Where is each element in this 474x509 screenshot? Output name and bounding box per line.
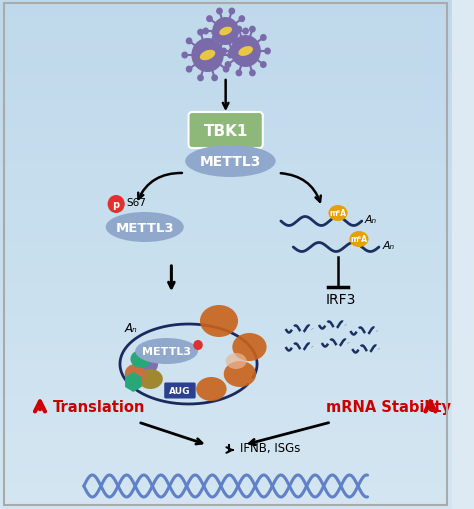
Ellipse shape [212, 18, 239, 46]
Circle shape [198, 76, 203, 81]
Circle shape [223, 67, 229, 73]
Circle shape [228, 53, 233, 59]
Ellipse shape [125, 364, 146, 384]
Circle shape [217, 49, 222, 54]
Text: METTL3: METTL3 [200, 155, 261, 168]
Ellipse shape [328, 206, 347, 221]
Circle shape [186, 67, 192, 73]
Circle shape [212, 31, 217, 36]
Ellipse shape [232, 333, 266, 361]
Ellipse shape [106, 213, 184, 242]
Text: Aₙ: Aₙ [125, 321, 138, 334]
Text: IRF3: IRF3 [326, 293, 356, 306]
Circle shape [229, 49, 235, 54]
Circle shape [207, 41, 212, 47]
Circle shape [261, 36, 266, 41]
FancyBboxPatch shape [164, 383, 196, 399]
Circle shape [182, 53, 187, 59]
Text: Translation: Translation [53, 400, 146, 415]
Text: METTL3: METTL3 [142, 346, 191, 356]
Ellipse shape [130, 350, 151, 369]
Circle shape [265, 49, 270, 54]
Text: IFNB, ISGs: IFNB, ISGs [240, 442, 301, 455]
Text: Aₙ: Aₙ [365, 215, 377, 224]
Circle shape [108, 195, 125, 214]
Text: m⁶A: m⁶A [350, 234, 367, 243]
Ellipse shape [349, 232, 368, 247]
Ellipse shape [133, 353, 158, 375]
Circle shape [193, 341, 203, 350]
Text: mRNA Stability: mRNA Stability [326, 400, 451, 415]
Circle shape [223, 39, 229, 45]
Circle shape [239, 17, 245, 22]
Circle shape [236, 71, 242, 76]
Circle shape [236, 27, 242, 33]
Circle shape [225, 63, 230, 68]
Circle shape [217, 9, 222, 15]
Circle shape [225, 36, 230, 41]
Ellipse shape [196, 377, 227, 401]
Circle shape [186, 39, 192, 45]
Text: AUG: AUG [169, 386, 191, 395]
Ellipse shape [219, 27, 232, 36]
Circle shape [221, 49, 227, 54]
Circle shape [250, 71, 255, 76]
Ellipse shape [138, 369, 163, 389]
Ellipse shape [185, 146, 276, 178]
Circle shape [243, 29, 248, 35]
Text: p: p [113, 200, 120, 210]
Circle shape [239, 41, 245, 47]
Ellipse shape [135, 338, 198, 364]
Text: METTL3: METTL3 [115, 221, 174, 234]
Text: Aₙ: Aₙ [383, 241, 395, 250]
Circle shape [198, 31, 203, 36]
Ellipse shape [200, 50, 215, 61]
Ellipse shape [230, 36, 261, 68]
Circle shape [250, 27, 255, 33]
Ellipse shape [224, 361, 256, 387]
Text: TBK1: TBK1 [203, 123, 248, 138]
Ellipse shape [226, 353, 246, 369]
Circle shape [229, 9, 235, 15]
Text: m⁶A: m⁶A [329, 208, 346, 217]
Circle shape [212, 76, 217, 81]
Circle shape [203, 29, 208, 35]
Ellipse shape [200, 305, 238, 337]
Text: S67: S67 [127, 197, 146, 208]
Circle shape [261, 63, 266, 68]
Ellipse shape [238, 47, 253, 57]
Ellipse shape [191, 39, 224, 73]
FancyBboxPatch shape [189, 113, 263, 149]
Circle shape [207, 17, 212, 22]
